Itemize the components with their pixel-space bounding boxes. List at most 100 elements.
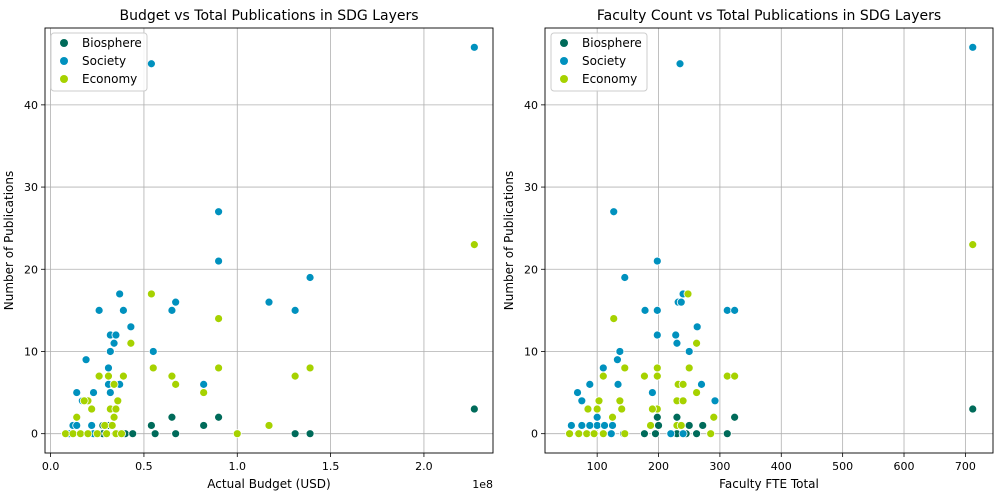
y-axis-label: Number of Publications (2, 171, 16, 311)
y-tick-label: 20 (524, 263, 538, 276)
data-point-biosphere (651, 429, 660, 439)
data-point-economy (76, 429, 85, 439)
data-point-economy (83, 429, 93, 439)
x-tick-label: 700 (955, 460, 976, 473)
data-point-economy (113, 396, 123, 406)
data-point-society (606, 429, 616, 439)
y-tick-label: 0 (31, 428, 38, 441)
data-point-society (264, 297, 274, 307)
y-axis-label: Number of Publications (502, 171, 516, 311)
y-tick-label: 0 (531, 428, 538, 441)
data-point-economy (676, 421, 686, 430)
data-point-society (72, 388, 82, 397)
data-point-economy (264, 421, 274, 430)
data-point-society (613, 379, 623, 389)
x-tick-label: 1.5 (322, 460, 340, 473)
x-tick-label: 1.0 (229, 460, 247, 473)
data-point-biosphere (469, 404, 479, 414)
legend-marker-biosphere (560, 39, 568, 47)
data-point-society (305, 273, 315, 282)
data-point-society (676, 297, 686, 307)
data-point-economy (87, 404, 97, 414)
chart-1 (541, 27, 994, 457)
data-point-society (290, 305, 300, 315)
data-point-society (585, 421, 595, 430)
data-point-economy (214, 363, 224, 373)
x-tick-label: 0.5 (135, 460, 153, 473)
data-point-society (608, 421, 617, 430)
data-point-society (652, 256, 662, 266)
data-point-biosphere (199, 421, 209, 430)
data-point-economy (100, 421, 110, 430)
data-point-society (94, 305, 104, 315)
y-tick-label: 30 (24, 181, 38, 194)
data-point-society (126, 322, 136, 332)
data-point-economy (94, 371, 104, 381)
data-point-biosphere (684, 421, 694, 430)
data-point-society (573, 388, 582, 397)
data-point-biosphere (968, 404, 978, 414)
data-point-biosphere (167, 412, 177, 422)
data-point-economy (652, 363, 662, 373)
data-point-society (214, 207, 224, 217)
data-point-economy (706, 429, 716, 439)
data-point-economy (646, 421, 655, 430)
data-point-society (722, 305, 732, 315)
data-point-economy (640, 371, 649, 381)
data-point-economy (692, 388, 701, 397)
data-point-society (115, 289, 125, 299)
data-point-economy (684, 363, 694, 373)
x-tick-label: 100 (587, 460, 608, 473)
data-point-society (615, 347, 625, 356)
y-tick-label: 10 (24, 345, 38, 358)
data-point-economy (68, 429, 78, 439)
legend-marker-biosphere (60, 39, 68, 47)
data-point-economy (469, 240, 479, 250)
x-tick-label: 400 (771, 460, 792, 473)
data-point-economy (730, 371, 740, 381)
legend-label: Biosphere (582, 36, 642, 50)
data-point-economy (598, 371, 608, 381)
data-point-biosphere (692, 429, 701, 439)
data-point-society (730, 305, 740, 315)
data-point-society (171, 297, 181, 307)
data-point-society (111, 330, 121, 340)
y-tick-label: 30 (524, 181, 538, 194)
data-point-economy (574, 429, 584, 439)
data-point-economy (565, 429, 574, 439)
x-tick-label: 2.0 (415, 460, 433, 473)
data-point-society (214, 256, 224, 266)
data-point-economy (109, 412, 119, 422)
legend-label: Biosphere (82, 36, 142, 50)
data-point-biosphere (698, 421, 708, 430)
data-point-society (652, 330, 662, 340)
legend-marker-society (60, 57, 68, 65)
data-point-society (672, 338, 682, 348)
data-point-economy (722, 371, 732, 381)
x-offset-label: 1e8 (472, 478, 493, 491)
data-point-economy (146, 289, 156, 299)
data-point-society (671, 330, 681, 340)
legend: Biosphere Society Economy (50, 32, 148, 92)
data-point-biosphere (146, 421, 156, 430)
data-point-economy (109, 379, 119, 389)
data-point-society (72, 421, 82, 430)
data-point-biosphere (730, 412, 740, 422)
data-point-economy (171, 379, 181, 389)
data-point-biosphere (171, 429, 181, 439)
data-point-economy (290, 371, 300, 381)
data-point-society (710, 396, 720, 406)
data-point-society (613, 355, 622, 365)
chart-title: Faculty Count vs Total Publications in S… (597, 8, 941, 24)
data-point-economy (79, 396, 89, 406)
data-point-economy (61, 429, 70, 439)
data-point-society (675, 59, 685, 69)
data-point-society (105, 347, 115, 356)
x-tick-label: 0.0 (42, 460, 60, 473)
data-point-society (692, 322, 702, 332)
y-tick-label: 20 (24, 263, 38, 276)
legend-frame (50, 32, 148, 92)
data-point-society (620, 273, 630, 282)
data-point-biosphere (654, 421, 663, 430)
